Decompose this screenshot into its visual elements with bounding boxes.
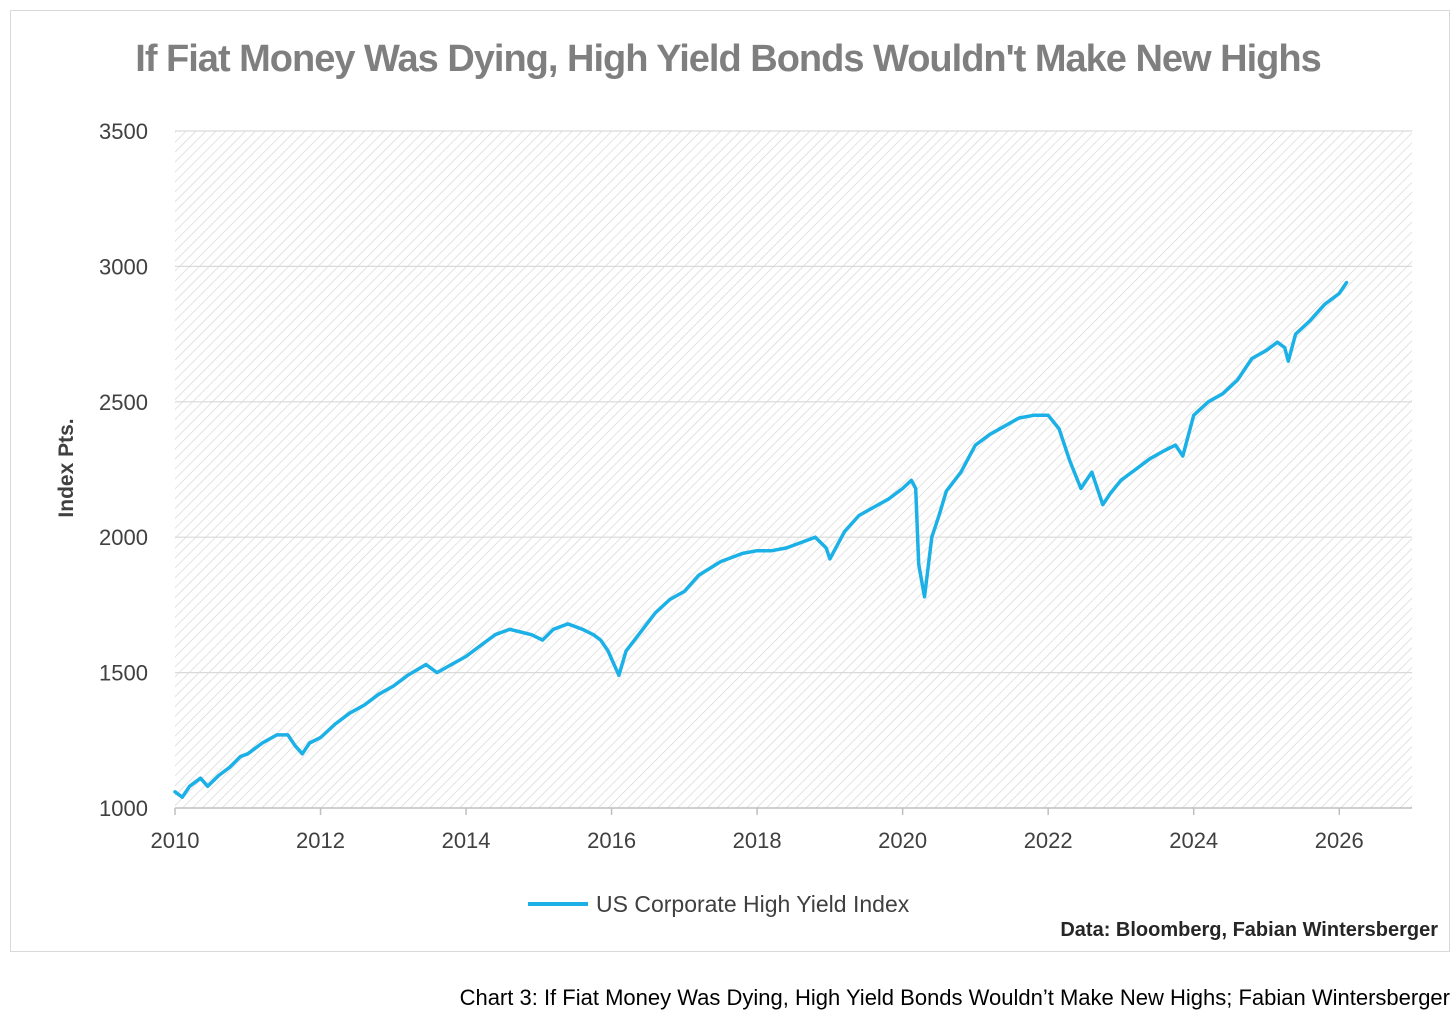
legend: US Corporate High Yield Index	[528, 889, 909, 919]
legend-swatch	[528, 902, 588, 906]
source-note: Data: Bloomberg, Fabian Wintersberger	[1060, 919, 1438, 941]
plot-area	[175, 131, 1412, 808]
x-tick-label: 2012	[296, 828, 345, 853]
y-tick-label: 3000	[99, 254, 148, 279]
y-tick-label: 2000	[99, 525, 148, 550]
x-tick-label: 2022	[1024, 828, 1073, 853]
legend-label: US Corporate High Yield Index	[596, 890, 910, 917]
x-tick-label: 2010	[151, 828, 200, 853]
x-tick-label: 2026	[1315, 828, 1364, 853]
x-tick-label: 2024	[1169, 828, 1218, 853]
series-line-0	[173, 280, 1349, 799]
y-tick-label: 1500	[99, 661, 148, 686]
x-tick-label: 2020	[878, 828, 927, 853]
figure-caption: Chart 3: If Fiat Money Was Dying, High Y…	[459, 985, 1450, 1010]
y-tick-label: 2500	[99, 390, 148, 415]
x-axis-ticks: 2010 2012 2014 2016 2018 2020 2022 2024 2026	[151, 808, 1364, 853]
series-layer	[173, 280, 1349, 799]
chart-title: If Fiat Money Was Dying, High Yield Bond…	[135, 38, 1321, 80]
y-tick-label: 1000	[99, 796, 148, 821]
y-axis-ticks: 3500 3000 2500 2000 1500 1000	[99, 119, 148, 821]
x-tick-label: 2016	[587, 828, 636, 853]
x-tick-label: 2014	[442, 828, 491, 853]
x-tick-label: 2018	[733, 828, 782, 853]
y-axis-label: Index Pts.	[55, 418, 78, 517]
y-tick-label: 3500	[99, 119, 148, 144]
